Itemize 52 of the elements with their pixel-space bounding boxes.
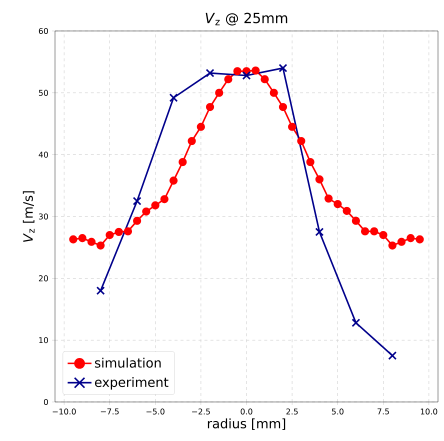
- point: [315, 175, 324, 184]
- point: [334, 200, 342, 208]
- point: [142, 207, 150, 216]
- point: [352, 216, 360, 225]
- point: [388, 241, 396, 250]
- point: [260, 75, 269, 84]
- legend-label: simulation: [94, 358, 161, 368]
- point: [206, 68, 214, 78]
- point: [370, 227, 378, 236]
- point: [288, 122, 296, 131]
- point: [242, 71, 251, 80]
- chart-title: V$_{z}$ @ 25mm: [206, 12, 288, 26]
- point: [132, 216, 142, 225]
- point: [306, 158, 314, 166]
- point: [196, 122, 205, 131]
- point: [297, 136, 306, 146]
- legend-label: experiment: [94, 377, 168, 390]
- point: [224, 75, 232, 84]
- point: [169, 93, 178, 102]
- point: [416, 235, 424, 244]
- point: [397, 238, 406, 246]
- point: [278, 64, 288, 72]
- point: [270, 88, 278, 97]
- point: [324, 194, 333, 203]
- point: [188, 136, 196, 146]
- point: [78, 234, 86, 242]
- point: [169, 176, 178, 185]
- point: [96, 286, 105, 296]
- point: [69, 235, 78, 244]
- point: [233, 67, 242, 76]
- point: [252, 66, 260, 75]
- point: [315, 228, 324, 236]
- point: [87, 238, 96, 246]
- x-axis-title: radius [mm]: [208, 418, 286, 430]
- point: [151, 201, 160, 210]
- point: [342, 206, 351, 216]
- point: [379, 230, 388, 240]
- point: [206, 102, 214, 112]
- point: [352, 318, 360, 328]
- point: [106, 230, 114, 240]
- point: [160, 195, 169, 204]
- point: [96, 241, 105, 250]
- y-axis-title: V$_{z}$ [m/s]: [22, 191, 35, 242]
- point: [132, 196, 142, 206]
- point: [406, 234, 415, 242]
- point: [178, 158, 187, 166]
- point: [360, 227, 370, 236]
- point: [388, 351, 397, 360]
- point: [124, 227, 132, 236]
- point: [114, 228, 123, 236]
- point: [278, 102, 288, 112]
- point: [215, 88, 224, 97]
